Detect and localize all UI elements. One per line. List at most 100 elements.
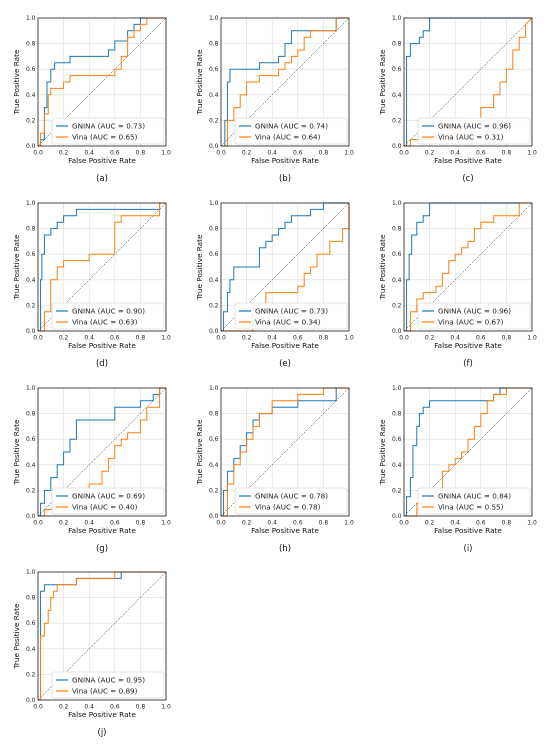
y-tick-label: 0.8 <box>392 41 402 48</box>
x-tick-label: 1.0 <box>527 150 537 157</box>
y-tick-label: 0.0 <box>26 328 36 335</box>
axes-frame <box>403 387 533 517</box>
gnina-roc-line <box>38 387 166 517</box>
x-tick-label: 0.6 <box>110 150 120 157</box>
legend-label-vina: Vina (AUC = 0.67) <box>438 318 504 327</box>
y-tick-label: 0.6 <box>392 436 402 443</box>
x-tick-label: 0.6 <box>110 520 120 527</box>
y-tick-label: 0.4 <box>26 277 36 284</box>
y-tick-label: 0.4 <box>26 462 36 469</box>
y-tick-label: 0.2 <box>392 117 402 124</box>
legend-label-gnina: GNINA (AUC = 0.96) <box>438 122 511 131</box>
y-tick-label: 0.2 <box>392 302 402 309</box>
y-axis-label: True Positive Rate <box>378 419 387 486</box>
x-tick-label: 0.2 <box>242 150 252 157</box>
x-tick-label: 0.4 <box>267 520 277 527</box>
y-tick-label: 0.8 <box>26 41 36 48</box>
x-tick-label: 0.2 <box>425 335 435 342</box>
y-tick-label: 0.0 <box>26 143 36 150</box>
y-axis-label: True Positive Rate <box>12 419 21 486</box>
gnina-roc-line <box>38 17 166 147</box>
legend-box <box>51 671 165 699</box>
y-tick-label: 0.0 <box>26 697 36 704</box>
x-tick-label: 1.0 <box>161 704 171 711</box>
legend-label-gnina: GNINA (AUC = 0.73) <box>255 307 328 316</box>
y-tick-label: 1.0 <box>209 385 219 392</box>
y-tick-label: 1.0 <box>392 15 402 22</box>
y-tick-label: 0.8 <box>392 411 402 418</box>
x-tick-label: 0.0 <box>399 150 409 157</box>
gnina-roc-line <box>38 202 166 332</box>
y-tick-label: 0.2 <box>26 487 36 494</box>
x-tick-label: 1.0 <box>344 335 354 342</box>
legend-label-vina: Vina (AUC = 0.40) <box>72 503 138 512</box>
vina-roc-line <box>38 17 166 147</box>
axes-frame <box>37 202 167 332</box>
legend-label-vina: Vina (AUC = 0.63) <box>72 318 138 327</box>
vina-roc-line <box>221 387 349 517</box>
legend-box <box>234 487 348 515</box>
y-tick-label: 0.6 <box>26 620 36 627</box>
legend-label-vina: Vina (AUC = 0.55) <box>438 503 504 512</box>
x-tick-label: 0.2 <box>425 520 435 527</box>
y-tick-label: 0.2 <box>209 302 219 309</box>
x-tick-label: 0.4 <box>450 150 460 157</box>
axes-frame <box>403 202 533 332</box>
x-axis-label: False Positive Rate <box>434 341 502 350</box>
y-tick-label: 0.8 <box>26 595 36 602</box>
y-axis-label: True Positive Rate <box>195 234 204 301</box>
y-tick-label: 0.2 <box>26 671 36 678</box>
x-tick-label: 0.8 <box>502 520 512 527</box>
y-tick-label: 1.0 <box>26 385 36 392</box>
x-tick-label: 0.0 <box>216 150 226 157</box>
panel-label: (e) <box>279 359 291 369</box>
legend-box <box>417 117 531 145</box>
axes-frame <box>220 202 350 332</box>
x-tick-label: 0.4 <box>84 335 94 342</box>
panel-c: 0.00.0 0.2 0.2 0.4 0.4 0.6 0.6 0.8 0.8 1.0 1.0 GNIN… <box>378 15 537 184</box>
x-tick-label: 0.0 <box>33 520 43 527</box>
x-tick-label: 0.4 <box>84 150 94 157</box>
x-tick-label: 0.6 <box>293 520 303 527</box>
y-tick-label: 0.4 <box>392 92 402 99</box>
axes-frame <box>403 17 533 147</box>
x-tick-label: 1.0 <box>527 335 537 342</box>
y-tick-label: 0.0 <box>209 328 219 335</box>
y-tick-label: 0.6 <box>26 66 36 73</box>
y-tick-label: 0.6 <box>209 66 219 73</box>
legend-label-gnina: GNINA (AUC = 0.84) <box>438 492 511 501</box>
panel-f: 0.00.0 0.2 0.2 0.4 0.4 0.6 0.6 0.8 0.8 1.0 1.0 GNIN… <box>378 200 537 369</box>
x-tick-label: 0.4 <box>84 704 94 711</box>
x-tick-label: 0.4 <box>267 335 277 342</box>
panel-h: 0.00.0 0.2 0.2 0.4 0.4 0.6 0.6 0.8 0.8 1.0 1.0 GNIN… <box>195 385 354 554</box>
panel-e: 0.00.0 0.2 0.2 0.4 0.4 0.6 0.6 0.8 0.8 1.0 1.0 GNIN… <box>195 200 354 369</box>
y-axis-label: True Positive Rate <box>12 234 21 301</box>
x-tick-label: 0.4 <box>450 520 460 527</box>
y-tick-label: 0.6 <box>209 436 219 443</box>
y-tick-label: 0.0 <box>26 513 36 520</box>
x-tick-label: 0.2 <box>242 520 252 527</box>
x-tick-label: 0.4 <box>84 520 94 527</box>
y-tick-label: 0.6 <box>392 251 402 258</box>
x-tick-label: 0.6 <box>476 335 486 342</box>
x-tick-label: 0.0 <box>216 520 226 527</box>
panel-label: (a) <box>96 174 108 184</box>
axes-frame <box>220 17 350 147</box>
legend-box <box>234 302 348 330</box>
panel-label: (f) <box>463 359 473 369</box>
x-axis-label: False Positive Rate <box>434 156 502 165</box>
vina-roc-line <box>38 202 166 332</box>
x-tick-label: 1.0 <box>344 520 354 527</box>
x-tick-label: 0.2 <box>59 520 69 527</box>
y-tick-label: 0.4 <box>392 462 402 469</box>
y-tick-label: 0.8 <box>26 411 36 418</box>
y-tick-label: 0.0 <box>392 143 402 150</box>
panel-g: 0.00.0 0.2 0.2 0.4 0.4 0.6 0.6 0.8 0.8 1.0 1.0 GNIN… <box>12 385 171 554</box>
panel-label: (i) <box>464 544 473 554</box>
legend-label-vina: Vina (AUC = 0.31) <box>438 133 504 142</box>
y-axis-label: True Positive Rate <box>12 49 21 116</box>
x-axis-label: False Positive Rate <box>251 526 319 535</box>
legend-box <box>417 487 531 515</box>
x-tick-label: 0.0 <box>399 520 409 527</box>
